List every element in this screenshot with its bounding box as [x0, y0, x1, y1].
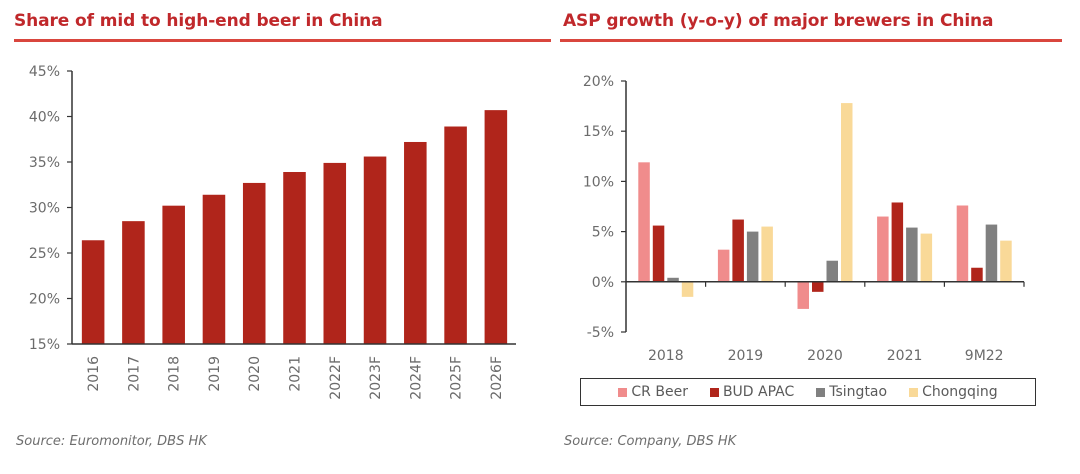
x-tick-label: 2019 — [207, 356, 223, 392]
left-source-note: Source: Euromonitor, DBS HK — [16, 434, 207, 449]
bar-2024F — [404, 141, 427, 344]
y-tick-label: 40% — [29, 110, 60, 126]
asp-growth-chart: -5% 0% 5% 10% 15% 20% 2018 2019 2020 2021 9M22 — [583, 74, 1025, 364]
y-tick-label: 20% — [583, 74, 614, 90]
legend-item-bud-apac: BUD APAC — [709, 384, 795, 400]
bar-tsingtao-9M22 — [985, 224, 998, 282]
x-tick-label: 2021 — [288, 356, 304, 392]
bar-2017 — [122, 221, 145, 344]
bar-chongqing-2019 — [761, 226, 773, 282]
bar-tsingtao-2018 — [667, 277, 679, 282]
bar-tsingtao-2019 — [746, 231, 759, 282]
bar-cr-beer-2019 — [717, 249, 730, 282]
legend-label: Tsingtao — [829, 384, 888, 400]
right-source-note: Source: Company, DBS HK — [564, 434, 737, 449]
title-rule-connector — [540, 39, 550, 42]
legend-swatch-tsingtao — [816, 387, 826, 397]
bar-bud-apac-2020 — [812, 281, 824, 292]
bar-chongqing-2020 — [841, 103, 853, 282]
x-tick-label: 2023F — [368, 356, 384, 400]
y-tick-label: 10% — [583, 174, 614, 190]
bar-bud-apac-2021 — [891, 202, 904, 282]
bar-chongqing-2018 — [681, 281, 694, 297]
legend-label: CR Beer — [631, 384, 688, 400]
bar-2022F — [323, 162, 347, 344]
left-title-rule — [14, 39, 551, 42]
bar-2021 — [283, 172, 306, 344]
right-chart-title: ASP growth (y-o-y) of major brewers in C… — [563, 11, 994, 31]
legend-item-chongqing: Chongqing — [909, 384, 998, 400]
bar-cr-beer-2020 — [797, 281, 809, 309]
bar-2023F — [363, 156, 387, 344]
bar-2026F — [484, 110, 508, 344]
bar-2020 — [242, 182, 266, 344]
x-tick-label: 2022F — [328, 356, 344, 400]
x-tick-label: 2025F — [449, 356, 465, 400]
legend-label: Chongqing — [922, 384, 998, 400]
legend-swatch-cr-beer — [618, 387, 628, 397]
bar-tsingtao-2021 — [906, 227, 918, 282]
bar-2019 — [202, 194, 226, 344]
bar-bud-apac-9M22 — [971, 267, 983, 282]
x-tick-label: 2016 — [86, 356, 102, 392]
y-tick-label: 15% — [29, 337, 60, 353]
legend-swatch-bud-apac — [709, 387, 719, 397]
legend-item-cr-beer: CR Beer — [618, 384, 688, 400]
x-tick-label: 2024F — [408, 356, 424, 400]
legend-item-tsingtao: Tsingtao — [816, 384, 887, 400]
x-tick-label: 9M22 — [965, 348, 1004, 364]
y-tick-label: 0% — [592, 275, 614, 291]
right-title-rule — [560, 39, 1062, 42]
legend: CR Beer BUD APAC Tsingtao Chongqing — [580, 378, 1036, 406]
x-tick-label: 2026F — [489, 356, 505, 400]
y-tick-label: 25% — [29, 246, 60, 262]
bar-chongqing-2021 — [920, 233, 933, 282]
x-tick-label: 2021 — [887, 348, 923, 364]
bar-2016 — [81, 240, 105, 344]
bar-cr-beer-9M22 — [956, 205, 969, 282]
left-chart-title: Share of mid to high-end beer in China — [14, 11, 383, 31]
bar-cr-beer-2018 — [638, 162, 650, 282]
bar-bud-apac-2019 — [732, 219, 744, 282]
x-tick-label: 2017 — [126, 356, 142, 392]
y-tick-label: -5% — [587, 325, 614, 341]
x-tick-label: 2018 — [648, 348, 684, 364]
y-tick-label: 5% — [592, 225, 614, 241]
x-tick-label: 2020 — [247, 356, 263, 392]
bar-tsingtao-2020 — [826, 260, 838, 282]
y-tick-label: 15% — [583, 124, 614, 140]
y-tick-label: 35% — [29, 155, 60, 171]
x-tick-label: 2019 — [728, 348, 764, 364]
legend-swatch-chongqing — [909, 387, 919, 397]
bar-chongqing-9M22 — [1000, 240, 1012, 282]
y-tick-label: 30% — [29, 201, 60, 217]
bar-bud-apac-2018 — [652, 225, 665, 282]
y-tick-label: 20% — [29, 292, 60, 308]
y-tick-label: 45% — [29, 64, 60, 80]
bar-2018 — [162, 205, 185, 344]
legend-label: BUD APAC — [722, 384, 795, 400]
x-tick-label: 2020 — [807, 348, 843, 364]
x-tick-label: 2018 — [167, 356, 183, 392]
share-chart: 15% 20% 25% 30% 35% 40% 45% 2016 2017 2018 2019 202… — [29, 64, 516, 400]
bar-cr-beer-2021 — [877, 216, 889, 282]
bar-2025F — [444, 126, 467, 344]
